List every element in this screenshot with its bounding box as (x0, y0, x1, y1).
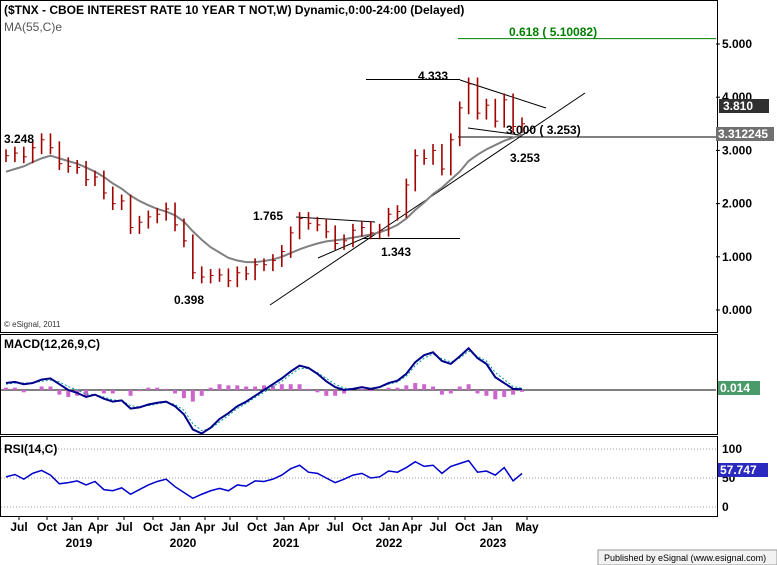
x-year-label: 2022 (376, 536, 403, 550)
annotation-high-2021: 1.765 (253, 209, 283, 223)
macd-panel-frame (0, 334, 718, 435)
macd-title: MACD(12,26,9,C) (4, 337, 100, 351)
footer-credit: Published by eSignal (www.esignal.com) (604, 553, 766, 563)
price-badge: 3.810 (723, 99, 753, 113)
price-y-tick-label: 1.000 (722, 250, 752, 264)
rsi-title: RSI(14,C) (4, 442, 57, 456)
x-tick-label: Jul (429, 520, 446, 534)
ma-badge-box (716, 127, 774, 141)
annotation-high-2018: 3.248 (4, 132, 34, 146)
annotation-low-2023: 3.253 (510, 151, 540, 165)
price-y-tick-label: 2.000 (722, 197, 752, 211)
x-year-label: 2020 (170, 536, 197, 550)
price-y-tick-label: 5.000 (722, 37, 752, 51)
x-tick-label: Jan (170, 520, 191, 534)
chart-title: ($TNX - CBOE INTEREST RATE 10 YEAR T NOT… (4, 3, 464, 17)
x-tick-label: Jan (482, 520, 503, 534)
annotation-high-2022: 4.333 (418, 69, 448, 83)
annotation-low-2021: 1.343 (381, 245, 411, 259)
triangle-lower-line (467, 127, 521, 136)
x-tick-label: Apr (299, 520, 320, 534)
x-tick-label: Oct (455, 520, 475, 534)
trendline-2021-lower (317, 231, 379, 259)
x-tick-label: Apr (402, 520, 423, 534)
x-tick-label: Oct (247, 520, 267, 534)
price-y-tick-label: 3.000 (722, 143, 752, 157)
ma-badge: 3.312245 (718, 127, 768, 141)
footer-box (597, 549, 777, 565)
rsi-panel-frame (0, 436, 718, 517)
x-tick-label: Jul (115, 520, 132, 534)
rsi-badge-box (718, 463, 768, 477)
x-tick-label: Oct (352, 520, 372, 534)
x-tick-label: Jul (10, 520, 27, 534)
rsi-y-tick-label: 100 (722, 442, 742, 456)
x-tick-label: Apr (88, 520, 109, 534)
x-tick-label: Jan (62, 520, 83, 534)
macd-badge: 0.014 (720, 381, 750, 395)
price-panel-frame (0, 0, 718, 333)
ma-line (5, 133, 523, 264)
x-tick-label: Jul (221, 520, 238, 534)
x-tick-label: May (515, 520, 539, 534)
x-tick-label: Jan (274, 520, 295, 534)
x-tick-label: Oct (143, 520, 163, 534)
x-tick-label: Jul (326, 520, 343, 534)
macd-layer (1, 346, 716, 435)
rsi-badge: 57.747 (720, 463, 757, 477)
rsi-line (5, 459, 523, 500)
x-tick-label: Apr (195, 520, 216, 534)
x-year-label: 2019 (66, 536, 93, 550)
copyright-text: © eSignal, 2011 (4, 320, 61, 329)
x-tick-label: Jan (379, 520, 400, 534)
price-y-tick-label: 0.000 (722, 303, 752, 317)
annotation-projection: 3.000 ( 3.253) (506, 123, 581, 137)
triangle-upper-line (459, 79, 547, 109)
annotation-low-2020: 0.398 (174, 293, 204, 307)
price-badge-box (719, 99, 769, 113)
x-year-label: 2023 (480, 536, 507, 550)
annotation-fib-level: 0.618 ( 5.10082) (509, 25, 597, 39)
macd-badge-box (718, 381, 760, 395)
x-tick-label: Oct (37, 520, 57, 534)
macd-line (5, 346, 523, 435)
x-year-label: 2021 (273, 536, 300, 550)
rsi-y-tick-label: 0 (722, 500, 729, 514)
ma-indicator-label: MA(55,C)e (4, 20, 62, 34)
x-axis: Jul Oct Jan Apr Jul Oct Jan Apr Jul Oct Jan Apr Jul O… (10, 516, 539, 550)
